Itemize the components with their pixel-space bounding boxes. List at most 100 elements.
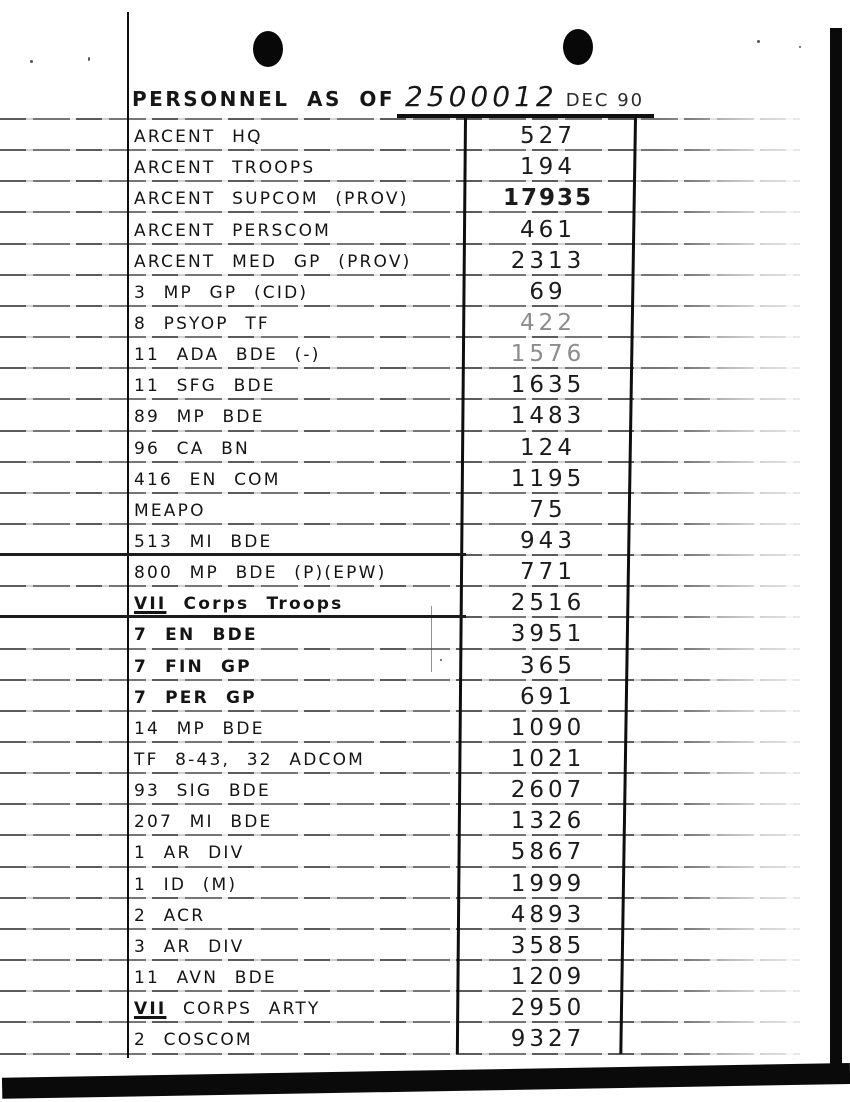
margin-line: [127, 12, 129, 1058]
ruled-line: [0, 896, 800, 899]
ruled-line: [0, 118, 800, 120]
table-row: VII Corps Troops 2516: [0, 585, 850, 619]
personnel-count: 124: [520, 434, 576, 461]
personnel-count: 422: [520, 309, 576, 336]
underlined-unit-prefix: VII: [134, 594, 167, 615]
personnel-count: 461: [520, 216, 576, 243]
personnel-count: 1209: [510, 963, 586, 990]
ruled-line: [0, 336, 800, 339]
ruled-line: [0, 959, 800, 962]
personnel-table: ARCENT HQ 527 ARCENT TROOPS 194 ARCENT SUPCO…: [0, 118, 850, 1052]
personnel-count: 2950: [510, 995, 586, 1022]
ruled-line: [0, 1052, 800, 1055]
unit-label: 7 PER GP: [134, 687, 257, 708]
unit-label: 93 SIG BDE: [134, 781, 271, 802]
ruled-line: [0, 741, 800, 743]
unit-label: 3 AR DIV: [134, 936, 245, 957]
table-row: 7 EN BDE 3951: [0, 616, 850, 647]
ruled-line: [0, 834, 800, 837]
ruled-line: [0, 678, 800, 681]
unit-label: 11 ADA BDE (-): [134, 345, 321, 366]
table-row: 7 FIN GP 365: [0, 647, 850, 679]
personnel-count: 5867: [510, 839, 586, 866]
table-row: TF 8-43, 32 ADCOM 1021: [0, 741, 850, 772]
table-row: 1 AR DIV 5867: [0, 834, 850, 865]
unit-label: ARCENT PERSCOM: [134, 220, 332, 241]
table-row: 1 ID (M) 1999: [0, 865, 850, 897]
personnel-count: 365: [520, 652, 576, 679]
personnel-count: 1326: [510, 808, 586, 835]
heavy-rule-line: [0, 615, 466, 619]
personnel-count: 3585: [510, 932, 586, 959]
table-row: 513 MI BDE 943: [0, 523, 850, 556]
unit-label: 14 MP BDE: [134, 718, 265, 739]
ruled-line: [0, 585, 800, 588]
table-row: 11 AVN BDE 1209: [0, 959, 850, 990]
ruled-line: [0, 927, 800, 930]
heavy-rule-line: [0, 552, 466, 556]
ruled-line: [0, 180, 800, 183]
personnel-count: 2313: [510, 247, 586, 274]
ruled-line: [0, 149, 800, 152]
unit-label: 96 CA BN: [134, 438, 250, 459]
title-prefix: PERSONNEL AS OF: [132, 87, 395, 111]
scan-speck: [799, 46, 801, 48]
personnel-count: 69: [529, 278, 567, 305]
title-date-suffix: DEC 90: [565, 90, 645, 111]
table-row: 207 MI BDE 1326: [0, 803, 850, 834]
underlined-unit-prefix: VII: [134, 999, 167, 1020]
personnel-count: 691: [520, 683, 576, 710]
ruled-line: [0, 304, 800, 307]
personnel-count: 9327: [510, 1026, 586, 1053]
table-row: 8 PSYOP TF 422: [0, 305, 850, 336]
scan-fade-area: [660, 110, 850, 1062]
table-row: VII CORPS ARTY 2950: [0, 990, 850, 1021]
table-row: 416 EN COM 1195: [0, 461, 850, 492]
unit-label: ARCENT SUPCOM (PROV): [134, 189, 409, 210]
personnel-count: 75: [529, 496, 567, 523]
ruled-line: [0, 398, 800, 401]
ruled-line: [0, 709, 800, 712]
personnel-count: 527: [520, 123, 576, 150]
unit-label: ARCENT TROOPS: [134, 158, 316, 179]
unit-label: 3 MP GP (CID): [134, 282, 309, 303]
personnel-count: 1195: [510, 465, 586, 492]
personnel-count: 2516: [510, 590, 586, 617]
unit-label: VII CORPS ARTY: [134, 999, 321, 1020]
table-row: 2 COSCOM 9327: [0, 1021, 850, 1052]
table-row: ARCENT SUPCOM (PROV) 17935: [0, 180, 850, 211]
personnel-count: 2607: [510, 777, 586, 804]
ruled-line: [0, 865, 800, 868]
ruled-line: [0, 429, 800, 432]
table-row: 11 SFG BDE 1635: [0, 367, 850, 398]
unit-label: 89 MP BDE: [134, 407, 265, 428]
table-row: ARCENT TROOPS 194: [0, 149, 850, 180]
table-row: 7 PER GP 691: [0, 679, 850, 710]
personnel-count: 1576: [510, 341, 586, 368]
unit-label: 8 PSYOP TF: [134, 313, 270, 334]
title-date-group: 2500012 DEC 90: [396, 80, 655, 118]
unit-label: TF 8-43, 32 ADCOM: [134, 749, 366, 770]
ruled-line: [0, 460, 800, 463]
ruled-line: [0, 803, 800, 806]
hole-punch-icon: [563, 29, 593, 65]
unit-label: 1 ID (M): [134, 874, 238, 895]
unit-label: 1 AR DIV: [134, 843, 245, 864]
personnel-count: 3951: [510, 621, 586, 648]
unit-label: ARCENT HQ: [134, 127, 263, 148]
unit-label: 513 MI BDE: [134, 531, 273, 552]
stray-pen-mark: [431, 606, 432, 672]
personnel-count: 194: [520, 154, 576, 181]
table-row: 2 ACR 4893: [0, 897, 850, 928]
table-row: 3 MP GP (CID) 69: [0, 274, 850, 305]
unit-label: 800 MP BDE (P)(EPW): [134, 563, 387, 584]
scan-speck: [88, 57, 90, 61]
unit-label: MEAPO: [134, 500, 206, 521]
table-row: 93 SIG BDE 2607: [0, 772, 850, 803]
ruled-line: [0, 211, 800, 214]
page-title: PERSONNEL AS OF 2500012 DEC 90: [132, 80, 655, 118]
title-date: 2500012: [404, 80, 558, 113]
unit-label: 2 COSCOM: [134, 1030, 253, 1051]
ruled-line: [0, 273, 800, 276]
